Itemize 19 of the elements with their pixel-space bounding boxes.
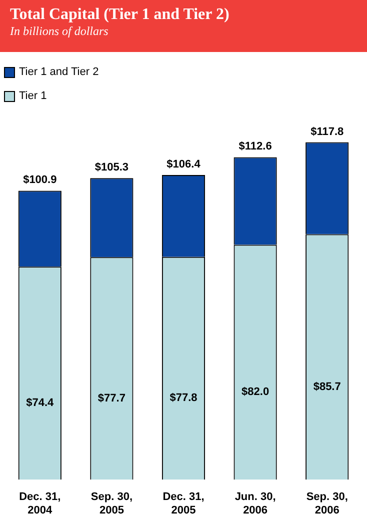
data-label: $82.0 xyxy=(242,386,270,398)
data-label: $85.7 xyxy=(313,380,341,393)
x-tick-label: Sep. 30, 2006 xyxy=(306,491,348,516)
total-label: $106.4 xyxy=(166,158,202,170)
total-label: $105.3 xyxy=(94,162,129,174)
x-tick-label: Sep. 30, 2005 xyxy=(90,491,132,516)
legend-label: Tier 1 and Tier 2 xyxy=(19,66,99,78)
chart-subtitle: In billions of dollars xyxy=(10,24,110,39)
x-tick-label: Jun. 30, 2006 xyxy=(234,491,276,516)
total-label: $100.9 xyxy=(23,174,57,186)
data-label: $77.7 xyxy=(98,392,126,404)
chart-title: Total Capital (Tier 1 and Tier 2) xyxy=(10,6,230,24)
data-label: $77.8 xyxy=(170,392,198,404)
x-tick-label: Dec. 31, 2004 xyxy=(19,491,61,516)
data-label: $74.4 xyxy=(26,397,55,410)
x-tick-label: Dec. 31, 2005 xyxy=(162,491,204,516)
total-label: $117.8 xyxy=(310,126,344,138)
legend-label: Tier 1 xyxy=(19,90,47,102)
total-label: $112.6 xyxy=(238,140,272,153)
